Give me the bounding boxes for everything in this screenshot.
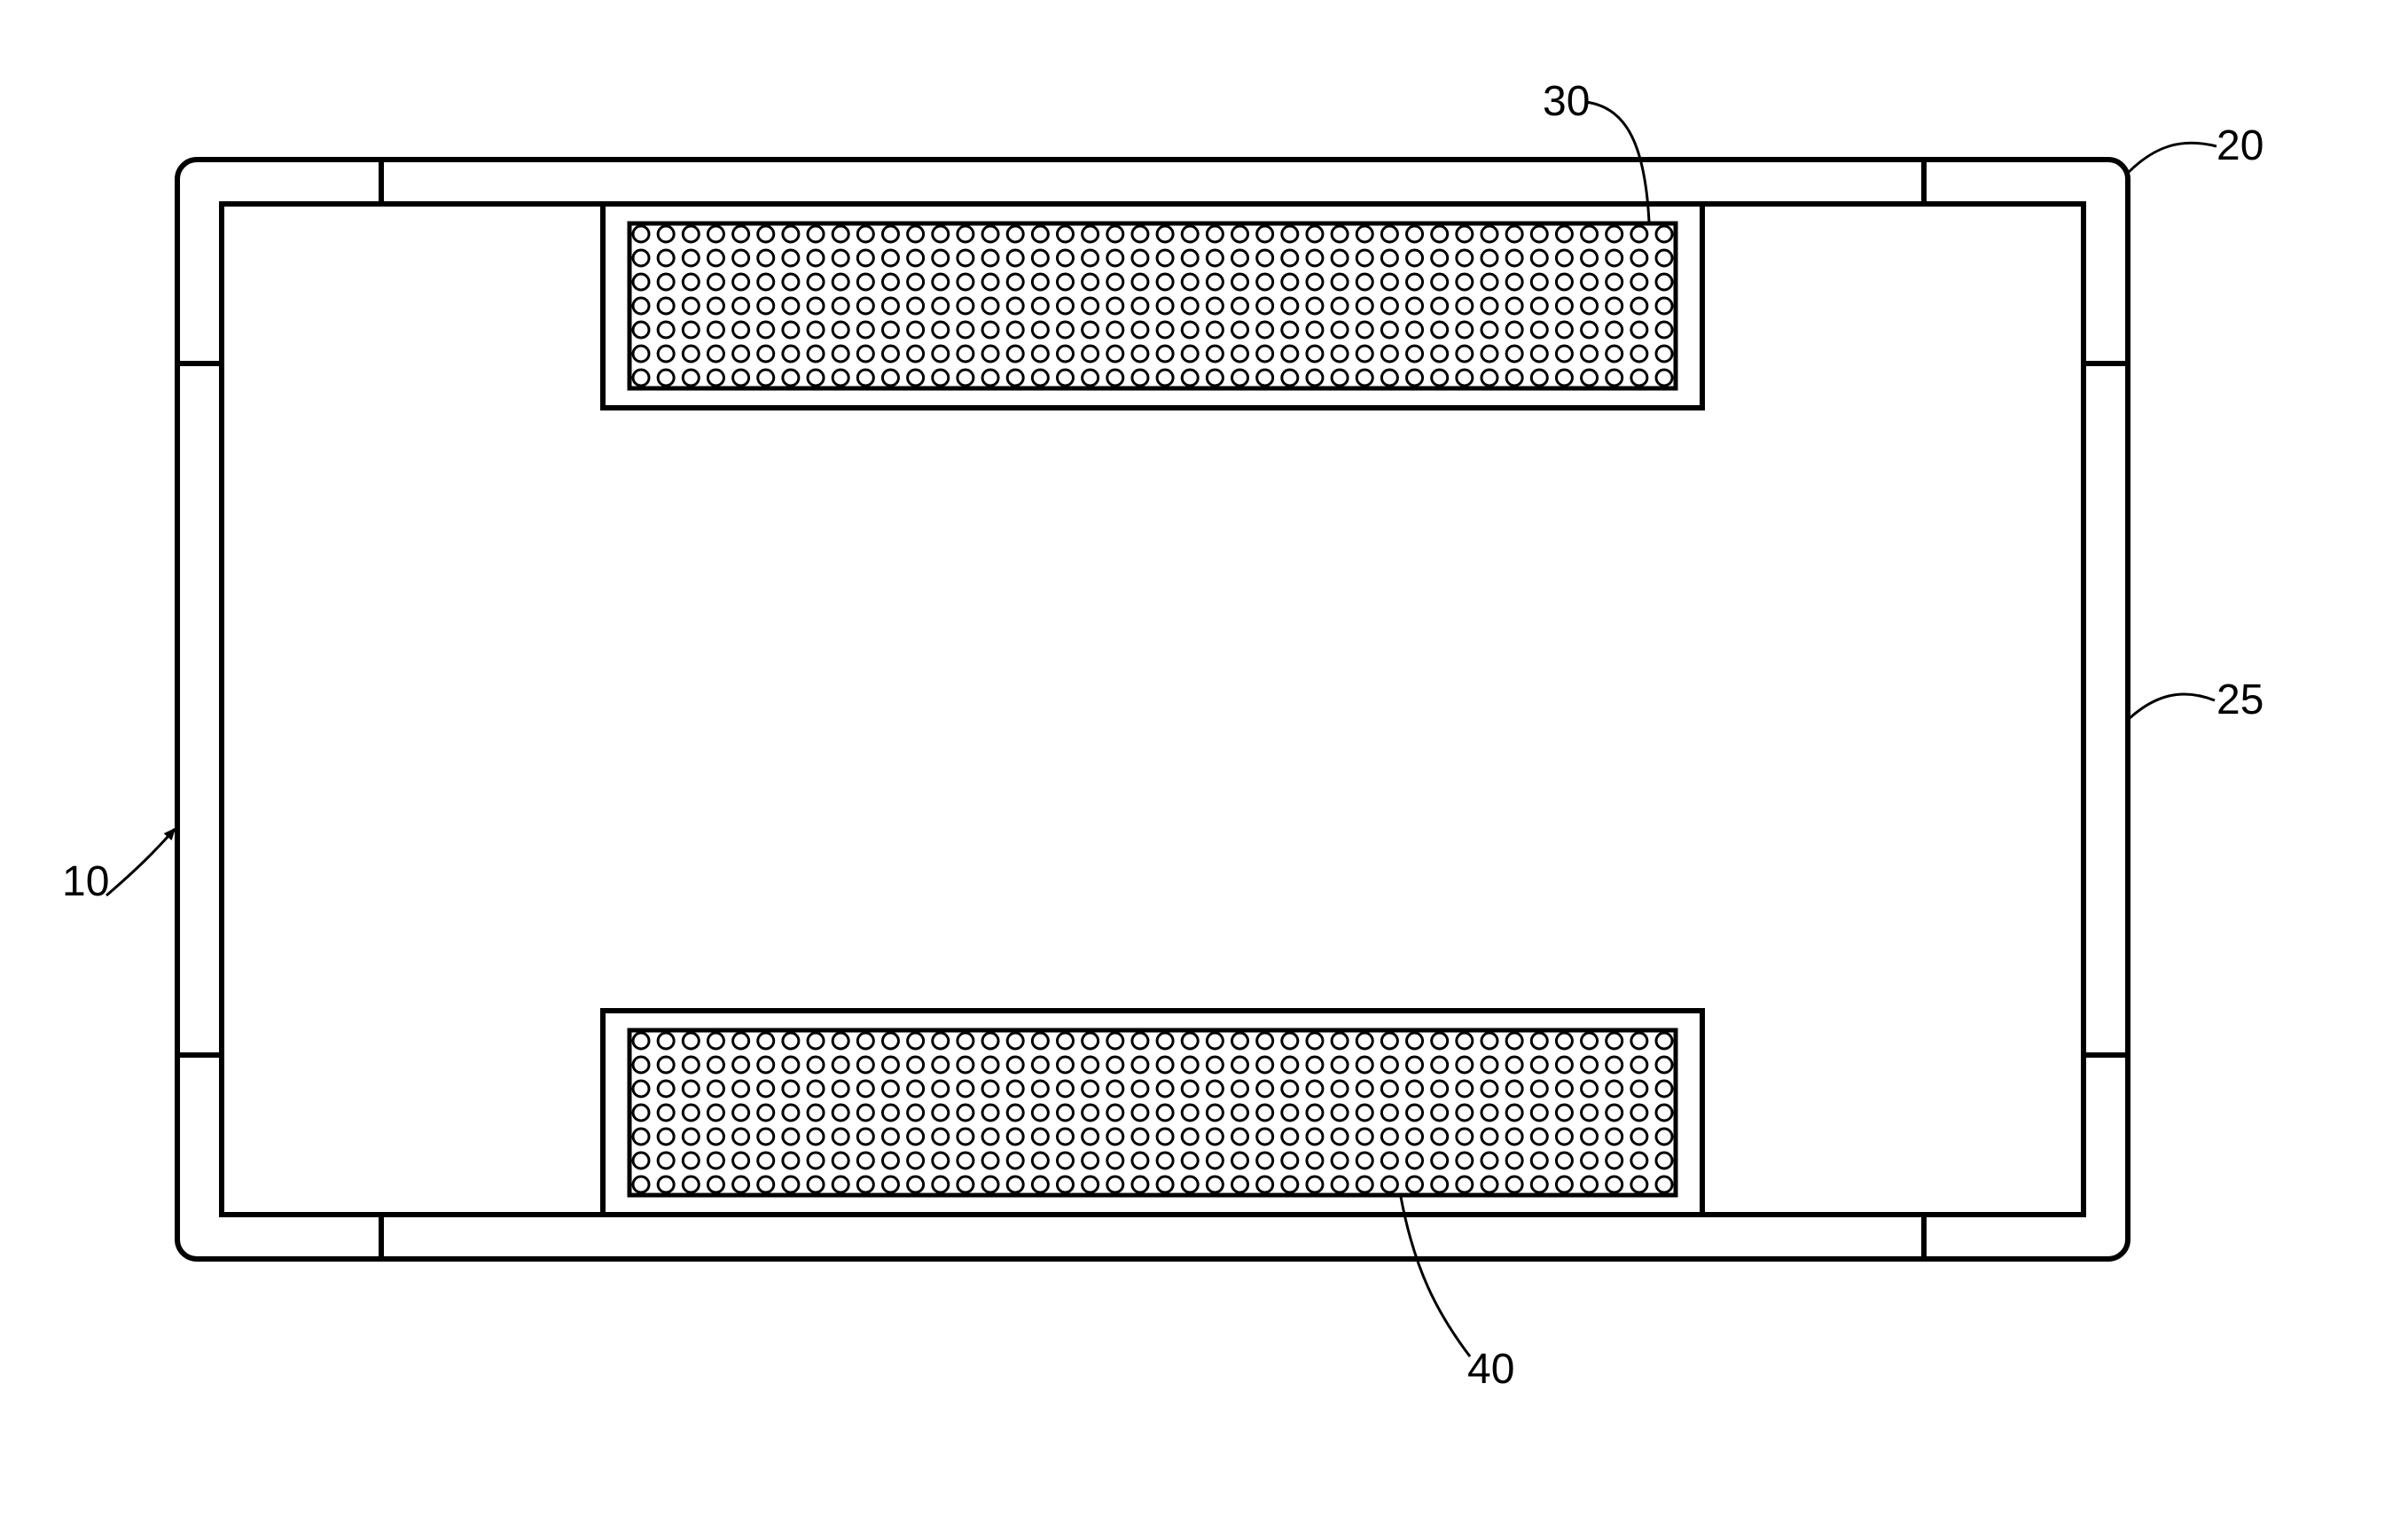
callout-25: 25 [2216,676,2263,724]
callout-40: 40 [1467,1345,1514,1394]
callout-10: 10 [62,857,109,906]
leader-10 [106,829,175,895]
leader-25 [2130,694,2215,718]
figure-svg [0,0,2408,1540]
grill-top [603,204,1702,408]
callout-30: 30 [1543,77,1590,126]
callout-20: 20 [2216,121,2263,170]
grill-bottom [603,1011,1702,1215]
leader-20 [2128,143,2216,173]
figure-stage: 10 20 25 30 40 [0,0,2408,1540]
